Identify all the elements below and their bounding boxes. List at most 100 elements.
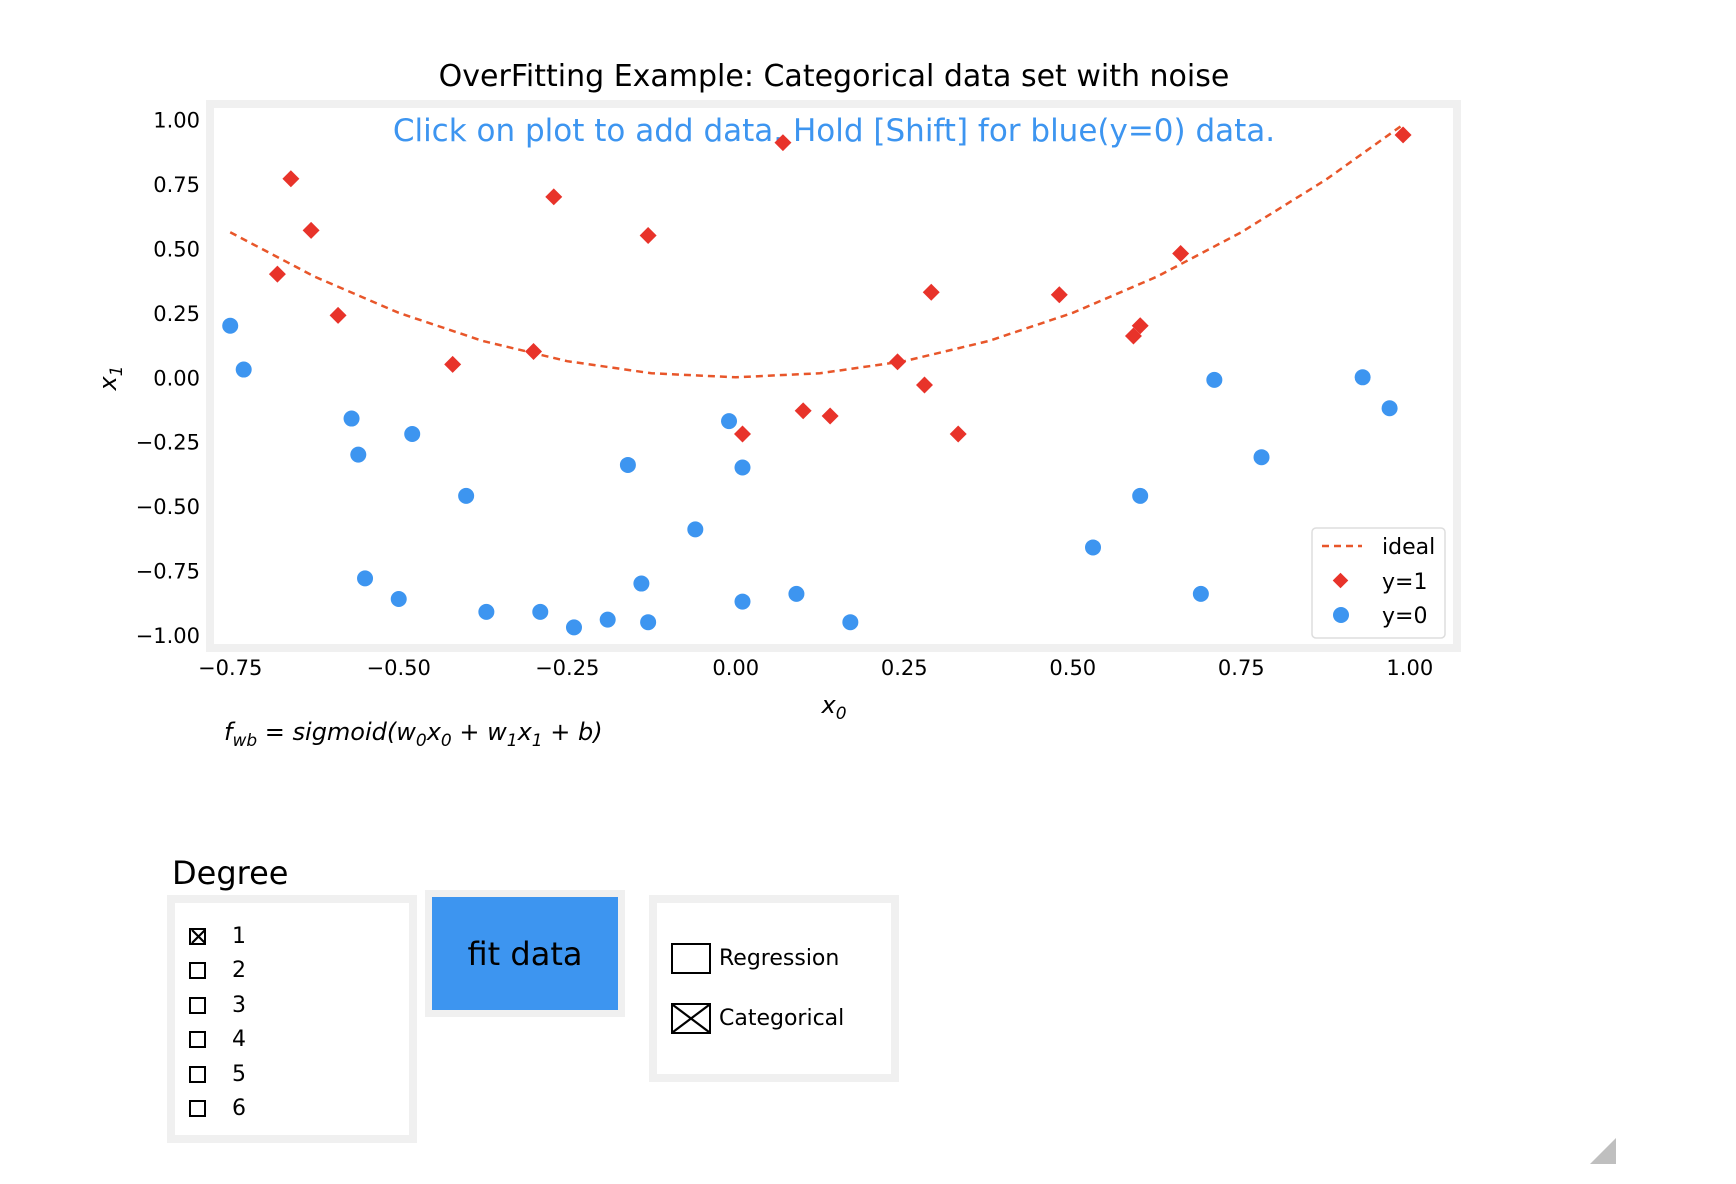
degree-option-label: 4 bbox=[232, 1027, 246, 1052]
unchecked-box-icon[interactable] bbox=[189, 1031, 206, 1048]
degree-option-3[interactable]: 3 bbox=[189, 990, 246, 1020]
data-point-y0 bbox=[640, 614, 657, 631]
y-axis-label-sub: 1 bbox=[107, 365, 127, 376]
unchecked-box-icon[interactable] bbox=[189, 996, 206, 1014]
degree-option-4[interactable]: 4 bbox=[189, 1025, 246, 1055]
eq-tail: + b) bbox=[543, 718, 603, 746]
unchecked-box-icon[interactable] bbox=[189, 1065, 206, 1083]
mode-option-categorical[interactable]: Categorical bbox=[671, 1003, 844, 1034]
data-point-y0 bbox=[619, 456, 636, 473]
degree-option-label: 2 bbox=[232, 958, 246, 983]
data-point-y1 bbox=[329, 306, 347, 324]
degree-option-5[interactable]: 5 bbox=[189, 1059, 246, 1089]
eq-plus1: + w bbox=[452, 718, 507, 746]
degree-option-1[interactable]: 1 bbox=[189, 921, 246, 951]
plot-frame[interactable] bbox=[206, 100, 1461, 652]
data-point-y0 bbox=[788, 585, 805, 602]
data-point-y0 bbox=[687, 521, 704, 538]
data-point-y1 bbox=[525, 343, 543, 360]
degree-option-2[interactable]: 2 bbox=[189, 956, 246, 986]
data-point-y0 bbox=[235, 361, 252, 378]
y-tick-label: −0.25 bbox=[136, 431, 200, 455]
data-point-y1 bbox=[949, 425, 967, 443]
data-point-y0 bbox=[343, 410, 360, 427]
y-tick-label: −0.50 bbox=[136, 495, 200, 519]
data-point-y0 bbox=[390, 591, 407, 608]
fit-data-button[interactable]: fit data bbox=[432, 897, 618, 1010]
data-point-y0 bbox=[1085, 539, 1102, 556]
chart-instruction: Click on plot to add data. Hold [Shift] … bbox=[393, 113, 1275, 149]
resize-grip-icon[interactable] bbox=[1590, 1138, 1616, 1164]
mode-option-regression[interactable]: Regression bbox=[671, 943, 839, 974]
data-point-y0 bbox=[599, 611, 616, 628]
x-axis: −0.75 −0.50 −0.25 0.00 0.25 0.50 0.75 1.00 bbox=[198, 656, 1433, 680]
mode-option-label: Regression bbox=[719, 946, 840, 971]
model-equation: fwb = sigmoid(w0x0 + w1x1 + b) bbox=[224, 718, 603, 751]
data-point-y0 bbox=[357, 570, 374, 587]
eq-x0-sub: 0 bbox=[441, 731, 452, 751]
y-axis-label: x1 bbox=[94, 365, 127, 391]
data-point-y0 bbox=[1354, 369, 1371, 386]
data-point-y0 bbox=[1206, 371, 1223, 388]
ideal-boundary-line bbox=[229, 123, 1404, 379]
data-point-y1 bbox=[639, 227, 657, 244]
x-axis-label-sub: 0 bbox=[836, 704, 847, 724]
y-tick-label: 0.00 bbox=[153, 366, 200, 390]
x-tick-label: −0.50 bbox=[367, 656, 431, 680]
y-tick-label: 1.00 bbox=[153, 108, 200, 132]
resize-grip-shape bbox=[1590, 1138, 1616, 1164]
unchecked-box-icon[interactable] bbox=[189, 962, 206, 979]
data-point-y0 bbox=[350, 446, 367, 463]
legend-y0-marker bbox=[1333, 607, 1349, 623]
chart-title: OverFitting Example: Categorical data se… bbox=[439, 59, 1230, 94]
eq-w0-sub: 0 bbox=[416, 731, 427, 751]
y-axis: 1.00 0.75 0.50 0.25 0.00 −0.25 −0.50 −0.75 −1.00 bbox=[136, 108, 200, 648]
data-point-y0 bbox=[404, 426, 421, 443]
data-point-y0 bbox=[532, 603, 549, 620]
data-point-y1 bbox=[794, 402, 812, 420]
mode-option-label: Categorical bbox=[719, 1006, 845, 1031]
degree-option-label: 6 bbox=[232, 1096, 246, 1121]
legend-ideal-label: ideal bbox=[1382, 535, 1435, 560]
eq-body: = sigmoid(w bbox=[257, 718, 416, 746]
data-point-y0 bbox=[1132, 487, 1149, 504]
y-tick-label: 0.50 bbox=[153, 237, 200, 261]
unchecked-box-icon[interactable] bbox=[189, 1100, 206, 1117]
data-point-y1 bbox=[545, 188, 563, 206]
eq-w1-sub: 1 bbox=[507, 731, 518, 751]
data-point-y1 bbox=[734, 425, 751, 443]
y-tick-label: −1.00 bbox=[136, 624, 200, 648]
data-point-y1 bbox=[444, 355, 462, 373]
checked-box-icon[interactable] bbox=[671, 1003, 711, 1034]
degree-option-6[interactable]: 6 bbox=[189, 1094, 246, 1124]
data-point-y1 bbox=[774, 134, 792, 152]
legend-y1-label: y=1 bbox=[1382, 570, 1427, 595]
x-axis-label-base: x bbox=[820, 691, 836, 719]
data-point-y1 bbox=[922, 283, 940, 301]
x-tick-label: −0.25 bbox=[535, 656, 599, 680]
unchecked-box-icon[interactable] bbox=[671, 943, 711, 974]
data-point-y1 bbox=[268, 265, 286, 283]
data-point-y1 bbox=[889, 353, 907, 371]
data-point-y1 bbox=[821, 407, 839, 425]
x-tick-label: 0.75 bbox=[1218, 656, 1265, 680]
degree-title: Degree bbox=[172, 854, 289, 892]
data-point-y0 bbox=[842, 614, 859, 631]
x-tick-label: 0.50 bbox=[1049, 656, 1096, 680]
x-axis-label: x0 bbox=[820, 691, 846, 724]
eq-x0: x bbox=[426, 718, 442, 746]
eq-x1: x bbox=[517, 718, 533, 746]
legend: ideal y=1 y=0 bbox=[1311, 527, 1446, 639]
degree-radio-panel: 1 2 3 4 5 6 bbox=[167, 895, 417, 1143]
y-tick-label: 0.75 bbox=[153, 173, 200, 197]
y-axis-label-base: x bbox=[94, 376, 122, 392]
degree-option-label: 1 bbox=[232, 923, 246, 949]
checked-box-icon[interactable] bbox=[189, 927, 206, 945]
data-point-y1 bbox=[916, 376, 933, 394]
legend-y1-marker bbox=[1332, 572, 1349, 589]
mode-checkbox-panel: Regression Categorical bbox=[649, 895, 899, 1082]
x-tick-label: 0.25 bbox=[881, 656, 928, 680]
degree-option-label: 5 bbox=[232, 1061, 246, 1087]
data-point-y0 bbox=[734, 459, 751, 476]
